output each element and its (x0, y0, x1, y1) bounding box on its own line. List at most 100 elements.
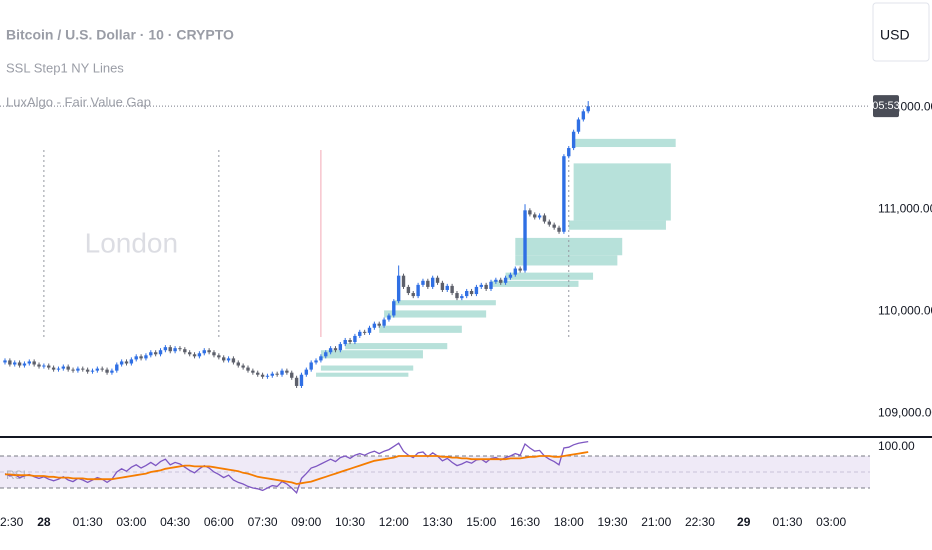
candle-body (333, 348, 338, 351)
candle-body (134, 356, 138, 360)
candle-body (226, 358, 231, 361)
candle-body (343, 340, 347, 345)
candle-body (576, 119, 581, 132)
x-tick-label: 21:00 (641, 515, 671, 529)
candle-body (465, 290, 469, 297)
fvg-zone (384, 310, 487, 318)
candle-body (265, 375, 270, 377)
candle-body (411, 293, 415, 297)
candle-body (338, 344, 343, 351)
candle-body (435, 277, 440, 283)
candle-body (32, 361, 36, 365)
candle-body (42, 365, 46, 367)
candle-body (8, 360, 12, 365)
x-tick-label: 2:30 (0, 515, 24, 529)
y-tick-label: 110,000.00 (878, 304, 932, 318)
candle-body (396, 275, 401, 302)
candle-body (260, 374, 265, 377)
currency-label: USD (880, 27, 910, 43)
fvg-zone (316, 372, 409, 377)
candle-body (319, 356, 323, 361)
currency-button[interactable] (872, 2, 930, 62)
candle-body (207, 350, 211, 353)
x-tick-label: 29 (737, 515, 751, 529)
candle-body (494, 279, 498, 282)
candle-body (90, 370, 95, 372)
candle-body (236, 362, 240, 366)
candle-body (348, 340, 352, 343)
candle-body (372, 323, 377, 328)
x-tick-label: 12:00 (379, 515, 409, 529)
candle-body (61, 366, 66, 369)
candle-body (290, 372, 294, 378)
candle-body (153, 352, 158, 355)
candle-body (503, 277, 508, 283)
candle-body (66, 366, 70, 370)
session-label: London (85, 227, 178, 258)
symbol-title: Bitcoin / U.S. Dollar · 10 · CRYPTO (6, 27, 234, 43)
candle-body (183, 349, 187, 353)
candle-body (285, 370, 289, 373)
candle-body (324, 352, 328, 357)
candle-body (567, 148, 571, 157)
candle-body (581, 111, 586, 120)
candle-body (76, 368, 80, 371)
candle-body (256, 372, 260, 375)
candle-body (158, 350, 163, 355)
fvg-zone (379, 325, 462, 333)
fvg-zone (568, 220, 666, 230)
candle-body (119, 361, 124, 365)
fvg-zone (320, 350, 423, 359)
candle-body (217, 355, 221, 358)
candle-body (406, 286, 411, 294)
candle-body (115, 364, 119, 371)
candle-body (489, 281, 493, 289)
candle-body (557, 227, 561, 232)
candle-body (241, 365, 245, 368)
x-tick-label: 03:00 (116, 515, 146, 529)
rsi-line (5, 451, 589, 485)
candle-body (71, 369, 75, 371)
candle-body (508, 274, 513, 278)
x-tick-label: 01:30 (73, 515, 103, 529)
candle-body (416, 284, 420, 297)
x-tick-label: 13:30 (423, 515, 453, 529)
fvg-zone (491, 280, 579, 287)
candle-body (251, 370, 255, 373)
x-tick-label: 28 (37, 515, 51, 529)
candle-body (173, 348, 177, 352)
candle-body (377, 323, 381, 326)
y-tick-label: 109,000.00 (878, 406, 932, 420)
candle-body (56, 368, 61, 370)
candle-body (304, 369, 309, 375)
x-tick-label: 06:00 (204, 515, 234, 529)
candle-body (314, 360, 318, 363)
candle-body (430, 277, 435, 287)
candle-body (571, 131, 576, 149)
fvg-zone (345, 343, 448, 350)
candle-body (474, 286, 479, 295)
x-tick-label: 04:30 (160, 515, 190, 529)
candle-body (499, 279, 503, 283)
candle-body (523, 210, 527, 271)
rsi-tick-label: 100.00 (878, 439, 915, 453)
countdown-box (873, 95, 899, 118)
candle-body (105, 369, 109, 373)
candle-body (95, 368, 100, 371)
candle-body (547, 221, 552, 225)
fvg-zone (505, 272, 594, 280)
candle-body (469, 290, 474, 295)
candle-body (537, 215, 542, 218)
x-tick-label: 16:30 (510, 515, 540, 529)
candle-body (192, 354, 197, 357)
candle-body (562, 156, 566, 232)
x-tick-label: 15:00 (466, 515, 496, 529)
candle-body (280, 370, 284, 375)
candle-body (197, 353, 202, 357)
fvg-zone (515, 255, 618, 266)
candle-body (586, 106, 590, 112)
candle-body (533, 214, 537, 218)
x-tick-label: 18:00 (554, 515, 584, 529)
candle-body (17, 362, 22, 366)
